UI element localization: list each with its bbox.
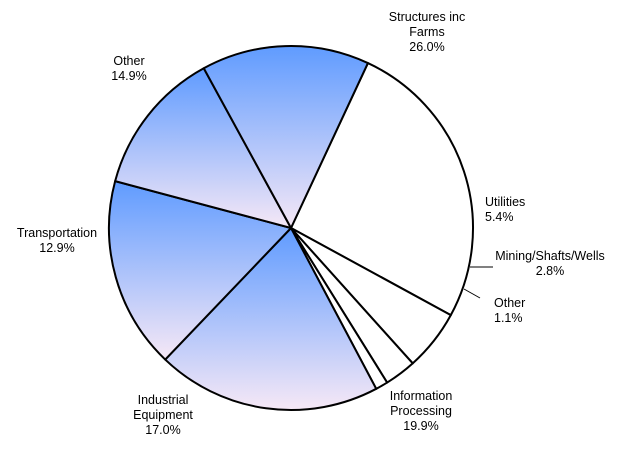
slice-label-transportation-6: Transportation 12.9% [17, 226, 97, 255]
slice-value: 14.9% [111, 69, 146, 83]
slice-name: Utilities [485, 195, 525, 209]
leader-line-other-3 [463, 288, 481, 299]
slice-label-other-7: Other 14.9% [111, 54, 146, 83]
slice-name: Structures inc [389, 10, 465, 24]
slice-label-mining-shafts-wells-2: Mining/Shafts/Wells 2.8% [495, 249, 605, 278]
pie-slice-transportation-6 [114, 67, 292, 229]
slice-name: Transportation [17, 226, 97, 240]
slice-value: 12.9% [39, 241, 74, 255]
slice-value: 19.9% [403, 419, 438, 433]
slice-label-information-processing-4: Information Processing 19.9% [390, 389, 453, 433]
slice-value: 17.0% [145, 423, 180, 437]
slice-label-industrial-equipment-5: Industrial Equipment 17.0% [133, 393, 193, 437]
slice-value: 1.1% [494, 311, 523, 325]
pie-slice-industrial-equipment-5 [108, 180, 292, 361]
slice-name: Equipment [133, 408, 193, 422]
pie-slice-information-processing-4 [164, 227, 378, 411]
slice-name: Processing [390, 404, 452, 418]
slice-name: Mining/Shafts/Wells [495, 249, 605, 263]
slice-name: Industrial [138, 393, 189, 407]
slice-label-utilities-1: Utilities 5.4% [485, 195, 525, 224]
slice-name: Other [494, 296, 525, 310]
slice-labels: Structures inc Farms 26.0% Utilities 5.4% Min… [17, 10, 605, 437]
slice-value: 2.8% [536, 264, 565, 278]
slice-value: 5.4% [485, 210, 514, 224]
pie-slices [108, 45, 474, 411]
slice-name: Farms [409, 25, 444, 39]
pie-slice-other-7 [202, 45, 369, 229]
slice-label-other-3: Other 1.1% [494, 296, 525, 325]
slice-value: 26.0% [409, 40, 444, 54]
slice-name: Other [113, 54, 144, 68]
leader-lines [463, 266, 493, 299]
slice-label-structures-inc-farms-0: Structures inc Farms 26.0% [389, 10, 465, 54]
slice-name: Information [390, 389, 453, 403]
